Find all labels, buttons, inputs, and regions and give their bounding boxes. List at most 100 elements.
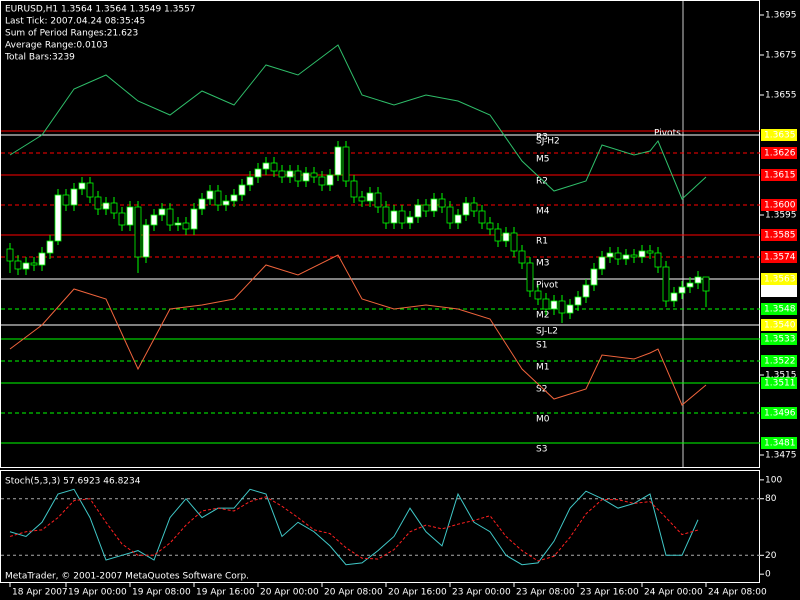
candle-body bbox=[270, 162, 278, 172]
candle-body bbox=[598, 256, 606, 270]
candle-body bbox=[102, 202, 110, 210]
candle-body bbox=[590, 268, 598, 286]
level-box-label: 1.3600 bbox=[764, 201, 796, 211]
candle-body bbox=[94, 196, 102, 210]
candle-body bbox=[494, 228, 502, 242]
level-box bbox=[761, 251, 797, 263]
candle-body bbox=[438, 198, 446, 208]
candle-body bbox=[158, 208, 166, 216]
x-tick-label: 24 Apr 08:00 bbox=[708, 588, 767, 598]
level-name: M2 bbox=[536, 311, 550, 321]
candle-body bbox=[430, 198, 438, 212]
copyright: MetaTrader, © 2001-2007 MetaQuotes Softw… bbox=[5, 572, 249, 582]
candle-body bbox=[390, 210, 398, 224]
y-tick-label: 1.3595 bbox=[765, 211, 797, 221]
level-box-label: 1.3540 bbox=[764, 321, 796, 331]
level-name: Pivot bbox=[536, 281, 559, 291]
level-box-label: 1.3563 bbox=[764, 275, 796, 285]
info-text: Sum of Period Ranges:21.623 bbox=[5, 29, 138, 39]
candle-body bbox=[358, 196, 366, 202]
indicator-title: Stoch(5,3,3) 57.6923 46.8234 bbox=[5, 477, 141, 487]
candle-body bbox=[558, 300, 566, 314]
candle-body bbox=[350, 180, 358, 198]
candle-body bbox=[318, 176, 326, 186]
indicator-line bbox=[9, 44, 707, 200]
candle-body bbox=[686, 282, 694, 288]
level-box bbox=[761, 303, 797, 315]
level-box-label: 1.3574 bbox=[764, 253, 796, 263]
x-tick-label: 23 Apr 00:00 bbox=[452, 588, 511, 598]
x-tick-label: 20 Apr 00:00 bbox=[260, 588, 319, 598]
candle-body bbox=[142, 224, 150, 258]
candle-body bbox=[678, 286, 686, 294]
level-name: R3 bbox=[536, 133, 548, 143]
candle-body bbox=[310, 172, 318, 178]
x-tick-label: 24 Apr 00:00 bbox=[644, 588, 703, 598]
candle-body bbox=[278, 170, 286, 178]
level-box-label: 1.3533 bbox=[764, 335, 796, 345]
level-box bbox=[761, 407, 797, 419]
candle-body bbox=[566, 304, 574, 314]
level-box bbox=[761, 147, 797, 159]
candle-body bbox=[150, 214, 158, 226]
level-box bbox=[761, 319, 797, 331]
candle-body bbox=[630, 254, 638, 258]
x-tick-label: 20 Apr 08:00 bbox=[324, 588, 383, 598]
candle-body bbox=[614, 252, 622, 260]
candle-body bbox=[582, 284, 590, 298]
candle-body bbox=[190, 208, 198, 230]
candle-body bbox=[126, 206, 134, 226]
y-tick-label: 1.3655 bbox=[765, 91, 797, 101]
info-text: Last Tick: 2007.04.24 08:35:45 bbox=[5, 17, 145, 27]
x-tick-label: 23 Apr 08:00 bbox=[516, 588, 575, 598]
candle-body bbox=[262, 162, 270, 170]
candle-body bbox=[510, 232, 518, 252]
candle-body bbox=[662, 266, 670, 302]
candle-body bbox=[366, 192, 374, 202]
candle-body bbox=[134, 206, 142, 258]
level-box-label: 1.3522 bbox=[764, 357, 796, 367]
candle-body bbox=[174, 222, 182, 226]
level-box-label: 1.3635 bbox=[764, 131, 796, 141]
x-tick-label: 20 Apr 16:00 bbox=[388, 588, 447, 598]
candle-body bbox=[326, 174, 334, 186]
last-price-label: 1.3557 bbox=[764, 287, 796, 297]
candle-body bbox=[638, 250, 646, 258]
level-box-label: 1.3511 bbox=[764, 379, 796, 389]
candle-body bbox=[6, 248, 14, 262]
candle-body bbox=[54, 194, 62, 242]
level-name: S1 bbox=[536, 341, 547, 351]
candle-body bbox=[30, 262, 38, 266]
info-text: Total Bars:3239 bbox=[4, 53, 75, 63]
candle-body bbox=[414, 204, 422, 218]
x-tick-label: 18 Apr 2007 bbox=[12, 588, 68, 598]
candle-body bbox=[606, 252, 614, 258]
x-tick-label: 23 Apr 16:00 bbox=[580, 588, 639, 598]
x-tick-label: 19 Apr 00:00 bbox=[68, 588, 127, 598]
candle-body bbox=[70, 188, 78, 206]
level-name: M4 bbox=[536, 207, 550, 217]
chart-title: EURUSD,H1 1.3564 1.3564 1.3549 1.3557 bbox=[5, 5, 196, 15]
candle-body bbox=[198, 198, 206, 210]
candle-body bbox=[382, 206, 390, 224]
candle-body bbox=[550, 300, 558, 310]
level-box bbox=[761, 169, 797, 181]
indicator-line bbox=[9, 254, 707, 406]
candle-body bbox=[670, 292, 678, 302]
y-tick-label: 1.3695 bbox=[765, 11, 797, 21]
candle-body bbox=[542, 298, 550, 310]
info-text: Average Range:0.0103 bbox=[5, 41, 108, 51]
level-name: R2 bbox=[536, 177, 548, 187]
level-name: S2 bbox=[536, 385, 547, 395]
level-name: M3 bbox=[536, 259, 550, 269]
level-box-label: 1.3626 bbox=[764, 149, 796, 159]
candle-body bbox=[446, 206, 454, 224]
x-tick-label: 19 Apr 08:00 bbox=[132, 588, 191, 598]
y-tick-label: 1.3675 bbox=[765, 51, 797, 61]
candle-body bbox=[246, 176, 254, 186]
candle-body bbox=[86, 182, 94, 198]
candle-body bbox=[478, 210, 486, 224]
level-box bbox=[761, 273, 797, 285]
candle-body bbox=[654, 252, 662, 268]
